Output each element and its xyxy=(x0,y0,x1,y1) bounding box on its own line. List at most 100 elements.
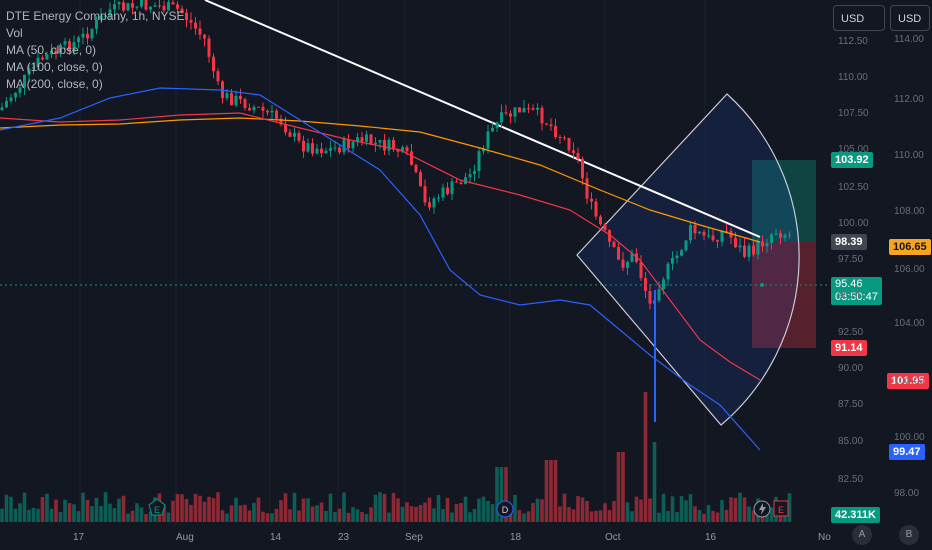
volume-bar xyxy=(688,494,693,522)
volume-bar xyxy=(625,502,630,522)
lightning-icon[interactable] xyxy=(753,500,771,518)
candle-body xyxy=(648,291,652,304)
candle-body xyxy=(464,177,467,185)
volume-bar xyxy=(346,512,351,522)
earnings-marker-2[interactable]: E xyxy=(773,500,789,517)
volume-bar xyxy=(333,512,337,522)
volume-bar xyxy=(558,506,562,522)
candle-body xyxy=(594,201,598,217)
volume-bar xyxy=(666,511,670,522)
candle-body xyxy=(311,143,314,154)
candle-body xyxy=(171,2,175,5)
trend-line[interactable] xyxy=(204,0,761,238)
candle-body xyxy=(144,0,148,10)
candle-body xyxy=(333,147,337,149)
currency-button-right[interactable]: USD xyxy=(890,5,930,31)
volume-bar xyxy=(702,513,706,522)
candle-body xyxy=(77,37,80,43)
legend-symbol[interactable]: DTE Energy Company, 1h, NYSE xyxy=(6,9,185,23)
candle-body xyxy=(153,5,157,7)
volume-bar xyxy=(198,495,202,522)
right-axis-tick: 104.00 xyxy=(894,318,925,329)
volume-bar xyxy=(522,513,526,522)
auto-scale-button[interactable]: A xyxy=(852,525,872,545)
time-axis-tick: 18 xyxy=(510,532,522,543)
candle-body xyxy=(437,197,440,199)
volume-bar xyxy=(81,492,85,522)
candle-body xyxy=(522,108,526,113)
position-loss-zone[interactable] xyxy=(752,242,816,348)
volume-bar xyxy=(166,512,171,522)
volume-bar xyxy=(324,510,328,522)
volume-bar xyxy=(481,496,486,522)
legend-ma50[interactable]: MA (50, close, 0) xyxy=(6,43,97,57)
candle-body xyxy=(297,133,301,141)
candle-body xyxy=(581,158,584,179)
dividend-marker[interactable]: D xyxy=(496,500,514,518)
volume-bar xyxy=(585,500,589,522)
candle-body xyxy=(117,2,121,5)
legend-ma200[interactable]: MA (200, close, 0) xyxy=(6,77,103,91)
volume-bar xyxy=(729,497,733,522)
candle-body xyxy=(716,240,719,242)
candle-body xyxy=(738,245,742,248)
candle-body xyxy=(203,34,206,39)
volume-bar xyxy=(733,497,738,522)
ma200-line xyxy=(0,117,761,243)
volume-bar xyxy=(607,510,612,522)
candle-body xyxy=(176,4,179,9)
candle-body xyxy=(158,5,161,7)
candle-body xyxy=(324,150,328,154)
volume-bar xyxy=(31,507,36,522)
candle-body xyxy=(167,2,170,11)
volume-bar xyxy=(436,494,441,522)
volume-bar xyxy=(369,507,373,522)
fib-speed-fan-drawing[interactable] xyxy=(576,93,800,426)
volume-bar xyxy=(319,502,324,522)
candle-body xyxy=(225,93,229,99)
volume-bar xyxy=(27,509,31,522)
volume-tag: 42.311K xyxy=(831,507,880,523)
candle-body xyxy=(473,171,476,175)
legend-volume[interactable]: Vol xyxy=(6,26,23,40)
candle-body xyxy=(680,250,683,256)
volume-bar xyxy=(112,508,117,522)
candle-body xyxy=(90,28,94,39)
candle-body xyxy=(518,107,521,113)
volume-bar xyxy=(126,513,130,522)
right-axis-tick: 108.00 xyxy=(894,206,925,217)
candle-body xyxy=(198,28,202,35)
volume-bar xyxy=(121,495,126,522)
candle-body xyxy=(275,110,278,119)
volume-bar xyxy=(594,510,598,522)
earnings-marker-1[interactable]: E xyxy=(148,498,166,516)
volume-bar xyxy=(630,511,634,522)
volume-bar xyxy=(387,512,391,522)
volume-bar xyxy=(517,509,522,522)
candle-body xyxy=(360,137,364,142)
candle-body xyxy=(369,134,373,145)
svg-text:D: D xyxy=(502,505,509,515)
left-axis-tick: 102.50 xyxy=(838,182,869,193)
position-profit-zone[interactable] xyxy=(752,160,816,242)
volume-bar xyxy=(22,492,27,522)
volume-bar xyxy=(720,499,724,522)
scale-button-b[interactable]: B xyxy=(899,525,919,545)
volume-bar xyxy=(9,496,13,522)
candle-body xyxy=(477,151,481,172)
candle-body xyxy=(608,230,611,242)
candle-body xyxy=(207,38,211,57)
volume-bar xyxy=(261,511,265,522)
candle-body xyxy=(527,108,530,110)
left-axis-tick: 107.50 xyxy=(838,108,869,119)
candle-body xyxy=(9,97,13,102)
legend-ma100[interactable]: MA (100, close, 0) xyxy=(6,60,103,74)
volume-bar xyxy=(549,460,553,522)
candle-body xyxy=(630,253,634,262)
volume-bar xyxy=(450,512,454,522)
candle-body xyxy=(257,106,260,108)
currency-button-left[interactable]: USD xyxy=(833,5,885,31)
volume-bar xyxy=(108,503,112,522)
volume-bar xyxy=(328,493,333,522)
